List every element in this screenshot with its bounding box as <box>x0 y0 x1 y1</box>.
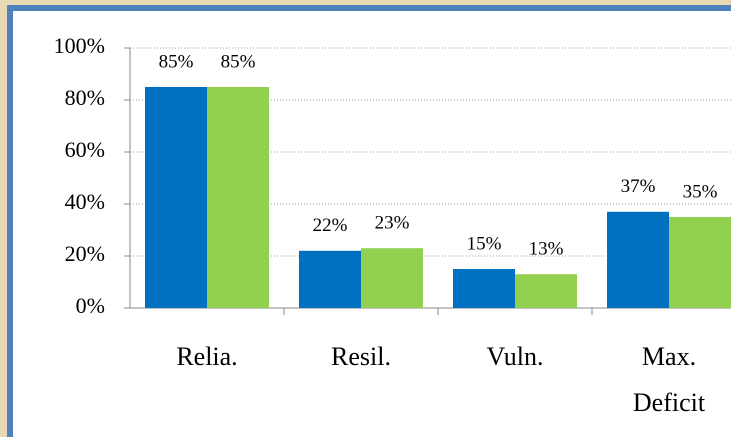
y-tick-label: 60% <box>65 137 105 162</box>
bar <box>361 248 423 308</box>
bar <box>669 217 731 308</box>
value-label: 85% <box>159 51 194 72</box>
bar <box>607 211 669 308</box>
x-tick-label: Max. Deficit <box>632 342 706 417</box>
value-label: 23% <box>375 213 410 234</box>
y-tick-label: 0% <box>76 293 105 318</box>
bar <box>299 250 361 308</box>
bar <box>145 87 207 308</box>
y-tick-label: 20% <box>65 241 105 266</box>
bar <box>207 87 269 308</box>
bar <box>515 274 577 308</box>
value-label: 35% <box>683 181 718 202</box>
y-tick-label: 40% <box>65 189 105 214</box>
bar <box>453 269 515 308</box>
value-label: 37% <box>621 176 656 197</box>
value-label: 13% <box>529 239 564 260</box>
y-tick-label: 80% <box>65 85 105 110</box>
x-tick-label: Relia. <box>176 342 238 371</box>
value-label: 85% <box>221 51 256 72</box>
value-label: 15% <box>467 233 502 254</box>
x-tick-label: Vuln. <box>486 342 544 371</box>
y-tick-label: 100% <box>54 33 105 58</box>
value-label: 22% <box>313 215 348 236</box>
x-tick-label: Resil. <box>331 342 391 371</box>
